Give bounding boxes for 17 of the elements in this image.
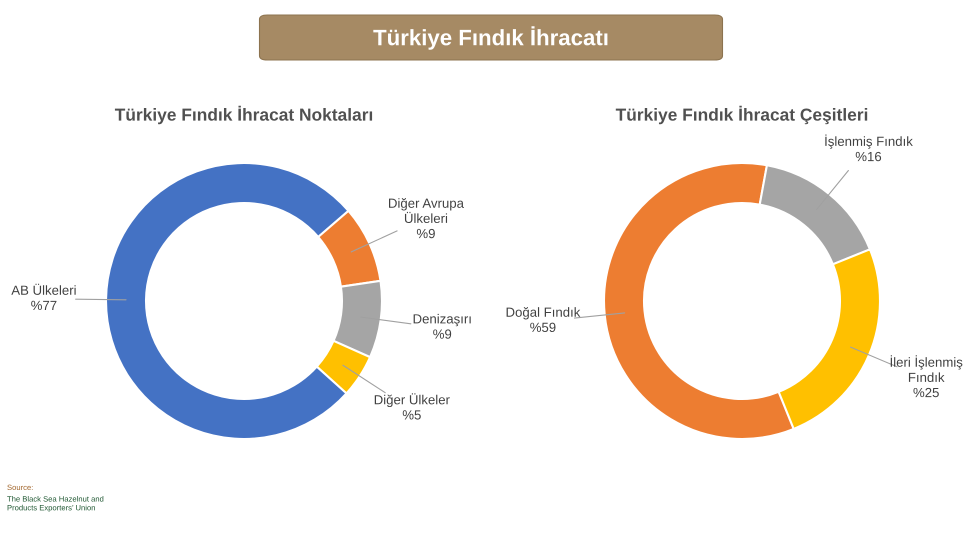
data-label: %77 bbox=[31, 300, 56, 310]
slice-label: Doğal Fındık bbox=[506, 306, 580, 320]
data-label: %59 bbox=[530, 322, 556, 332]
data-label: %9 bbox=[416, 228, 435, 238]
slice-label: İleri İşlenmiş Fındık bbox=[890, 355, 962, 382]
slice-label: İşlenmiş Fındık bbox=[825, 134, 913, 149]
data-label: %16 bbox=[856, 152, 882, 162]
slice-label: Diğer Avrupa Ülkeleri bbox=[389, 198, 464, 224]
data-label: %9 bbox=[433, 329, 452, 339]
data-label: %5 bbox=[402, 410, 421, 420]
data-label: %25 bbox=[913, 388, 939, 398]
chart-subtitle: Türkiye Fındık İhracat Noktaları bbox=[114, 106, 372, 124]
chart-subtitle: Türkiye Fındık İhracat Çeşitleri bbox=[616, 106, 868, 124]
slice-label: Denizaşırı bbox=[414, 314, 471, 326]
slice-label: AB Ülkeleri bbox=[11, 284, 76, 295]
slice-label: Diğer Ülkeler bbox=[374, 393, 450, 408]
chart-title: Türkiye Fındık İhracatı bbox=[373, 26, 608, 50]
